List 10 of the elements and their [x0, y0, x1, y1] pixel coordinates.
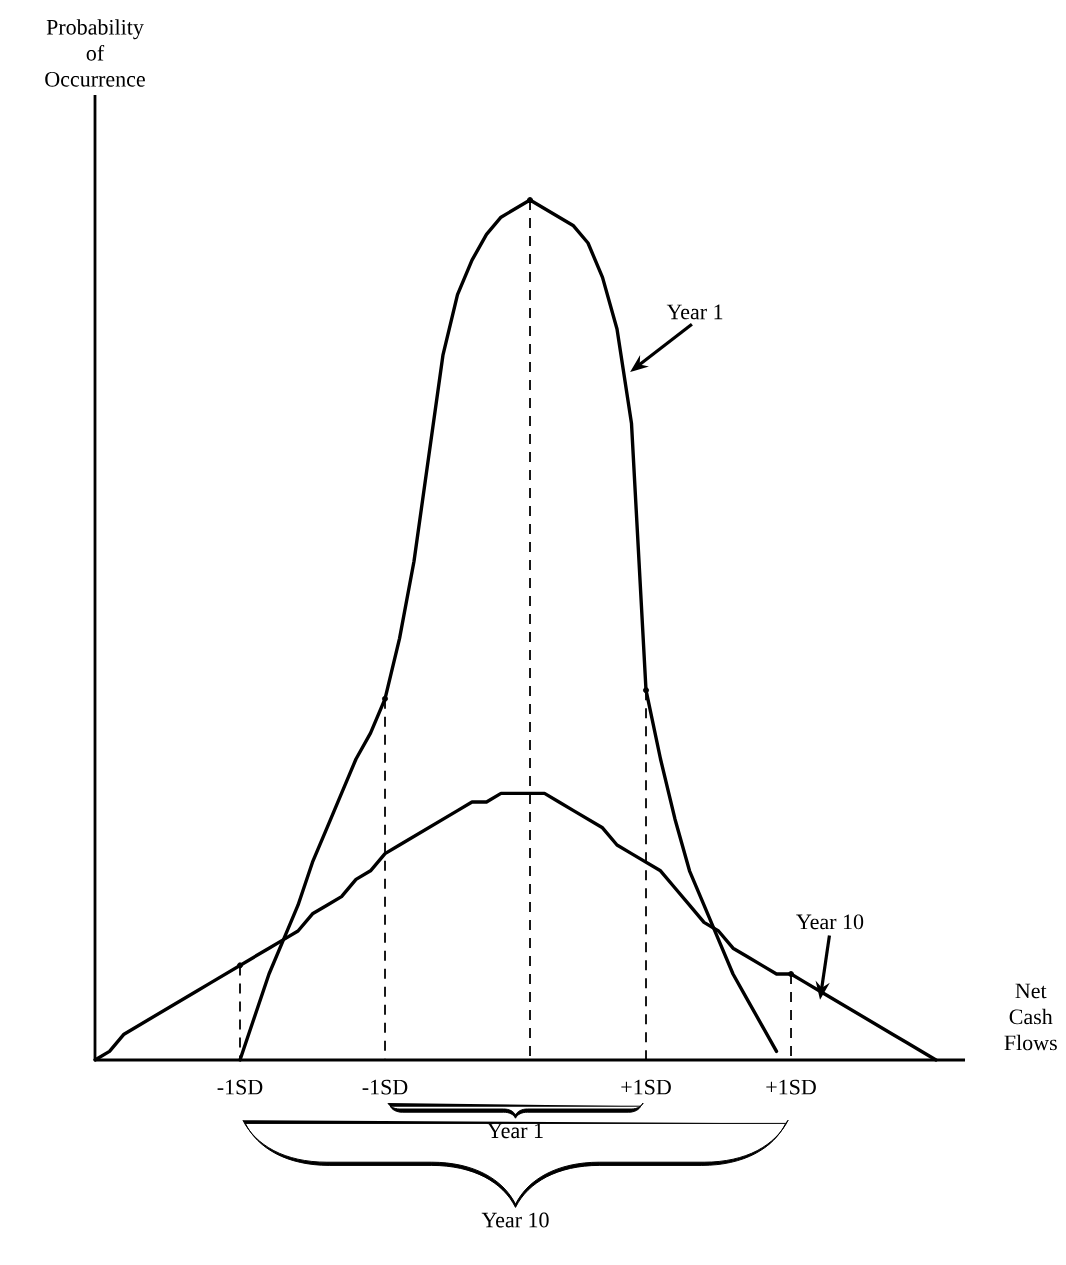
annotation: Year 1: [666, 304, 723, 320]
text: Year 1: [487, 1123, 543, 1139]
x-axis-title: Net Cash Flows: [1004, 983, 1057, 1051]
x-tick-label: -1SD: [362, 1079, 408, 1095]
text: Year 10: [481, 1212, 549, 1228]
text: Probability of Occurrence: [45, 19, 145, 87]
annotation: Year 10: [796, 914, 864, 930]
x-tick-label: -1SD: [217, 1079, 263, 1095]
x-tick-label: +1SD: [766, 1079, 816, 1095]
x-tick-label: +1SD: [621, 1079, 671, 1095]
